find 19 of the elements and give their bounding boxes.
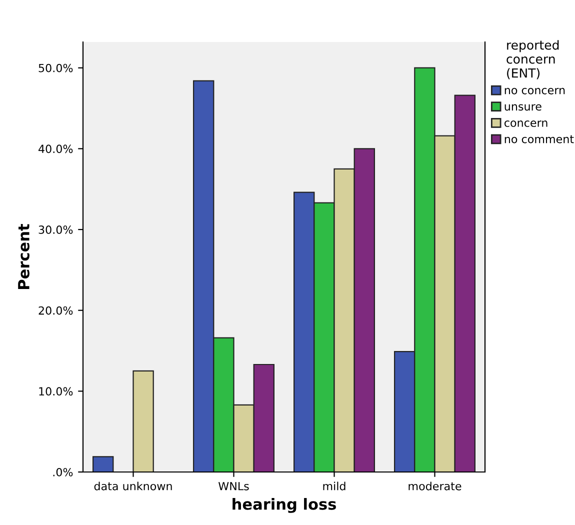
legend-label: no comment — [504, 135, 574, 144]
y-tick-label: 50.0% — [38, 64, 73, 72]
y-tick-label: 20.0% — [38, 306, 73, 315]
legend-label: unsure — [504, 104, 542, 111]
x-tick-label: mild — [323, 482, 346, 490]
bar — [132, 370, 154, 472]
x-tick-label: data unknown — [94, 482, 172, 490]
y-tick-label: 30.0% — [38, 225, 73, 234]
legend-title: reported concern (ENT) — [506, 40, 559, 80]
x-tick-label: WNLs — [218, 482, 249, 490]
bar — [92, 456, 114, 472]
y-axis-title: Percent — [18, 224, 30, 289]
x-axis-title: hearing loss — [232, 498, 336, 513]
y-tick-label: .0% — [53, 468, 73, 476]
x-tick-label: moderate — [408, 482, 462, 490]
legend-label: concern — [504, 120, 548, 127]
y-tick-label: 10.0% — [39, 387, 73, 396]
legend-label: no concern — [504, 88, 565, 94]
y-tick-label: 40.0% — [38, 144, 73, 154]
